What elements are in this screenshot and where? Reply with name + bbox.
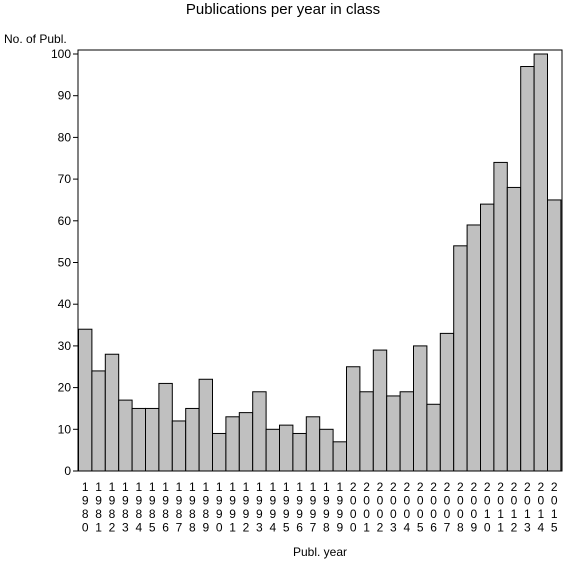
bar-1987: [171, 420, 187, 472]
y-tick-label-30: 30: [58, 339, 72, 353]
bar-2009: [466, 224, 482, 472]
bar-1999: [332, 441, 348, 472]
bar-1984: [131, 407, 147, 472]
y-tick-label-0: 0: [64, 464, 71, 478]
bar-1992: [238, 412, 254, 472]
bar-1988: [185, 407, 200, 472]
bar-2003: [386, 395, 401, 472]
bar-2008: [453, 245, 468, 472]
y-axis-label: No. of Publ.: [4, 32, 67, 46]
bar-1986: [158, 382, 173, 472]
bar-1993: [252, 391, 267, 472]
bar-1997: [305, 416, 321, 472]
bar-1989: [198, 378, 214, 472]
bar-1981: [91, 370, 106, 472]
x-ticks: 1 9 8 0 1 9 8 1 1 9 8 2 1 9 8 3 1 9 8 4 1 9 8 5 1 9 8 6 1 9 8 7 1 9 8 8 1 9 8 9…: [82, 480, 558, 535]
bar-2000: [346, 366, 361, 472]
y-tick-label-10: 10: [58, 422, 72, 436]
chart-title: Publications per year in class: [186, 1, 380, 18]
bar-2007: [439, 332, 455, 472]
y-tick-label-90: 90: [58, 89, 72, 103]
y-tick-label-100: 100: [51, 47, 71, 61]
bar-2010: [480, 203, 495, 472]
bar-2011: [493, 161, 508, 472]
y-tick-label-80: 80: [58, 130, 72, 144]
bar-2013: [520, 66, 535, 472]
y-tick-label-20: 20: [58, 381, 72, 395]
bar-2014: [533, 53, 548, 472]
bar-2015: [547, 199, 562, 472]
y-tick-label-70: 70: [58, 172, 72, 186]
bar-2012: [506, 186, 522, 472]
y-axis: 0 10 20 30 40 50 60 70 80 90 100: [51, 47, 78, 478]
bar-1985: [145, 407, 160, 472]
bar-1991: [225, 416, 240, 472]
bar-1983: [118, 399, 133, 472]
bar-2004: [399, 391, 415, 472]
bar-1990: [212, 432, 227, 472]
bar-1994: [265, 428, 281, 472]
x-axis-label: Publ. year: [293, 545, 347, 559]
bar-1980: [78, 328, 93, 472]
bar-2001: [359, 391, 374, 472]
bar-1998: [319, 428, 334, 472]
bar-2005: [413, 345, 428, 472]
bars: [78, 53, 562, 472]
bar-1995: [279, 424, 294, 472]
bar-1982: [104, 353, 120, 472]
y-tick-label-60: 60: [58, 214, 72, 228]
y-tick-label-50: 50: [58, 256, 72, 270]
y-tick-label-40: 40: [58, 297, 72, 311]
bar-2006: [426, 403, 441, 472]
bar-2002: [372, 349, 388, 472]
bar-1996: [292, 432, 307, 472]
